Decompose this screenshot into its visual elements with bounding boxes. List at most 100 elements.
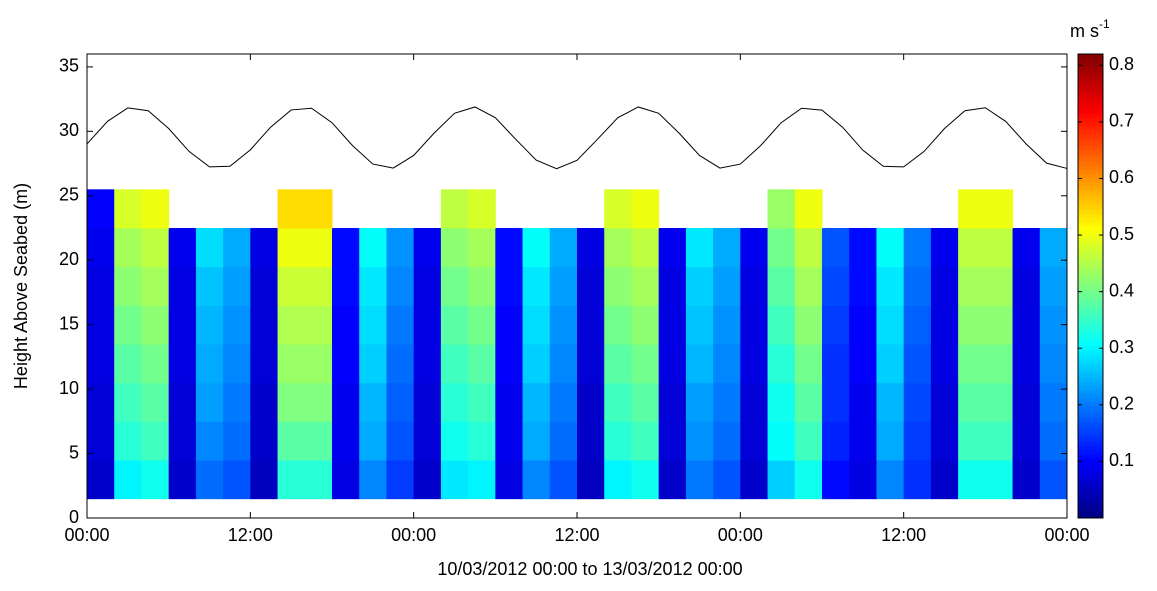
heatmap-cell <box>495 421 524 461</box>
heatmap-cell <box>713 228 741 268</box>
heatmap-cell <box>168 344 197 384</box>
heatmap-cell <box>87 228 115 268</box>
heatmap-cell <box>440 344 469 384</box>
heatmap-cell <box>903 382 932 422</box>
heatmap-cell <box>767 228 796 268</box>
colorbar-label: m s-1 <box>1070 17 1110 41</box>
heatmap-cell <box>740 382 769 422</box>
y-tick-label: 30 <box>59 120 79 140</box>
heatmap-cell <box>522 228 551 268</box>
colorbar-swatch <box>1078 514 1103 519</box>
colorbar-swatch <box>1078 430 1103 435</box>
colorbar-unit-exponent: -1 <box>1099 17 1110 31</box>
heatmap-cell <box>386 266 415 306</box>
heatmap-cell <box>277 460 306 500</box>
heatmap-cell <box>440 228 469 268</box>
colorbar-swatch <box>1078 350 1103 355</box>
colorbar-swatch <box>1078 158 1103 163</box>
heatmap-cell <box>195 305 224 345</box>
y-axis-label: Height Above Seabed (m) <box>11 183 31 389</box>
heatmap-cell <box>1012 305 1041 345</box>
heatmap-cell <box>250 266 279 306</box>
heatmap-cell <box>1039 421 1068 461</box>
heatmap-cell <box>794 460 823 500</box>
heatmap-cell <box>277 344 306 384</box>
heatmap-cell <box>549 382 578 422</box>
colorbar-swatch <box>1078 434 1103 439</box>
heatmap-cell <box>876 421 905 461</box>
heatmap-cell <box>87 460 115 500</box>
heatmap-cell <box>413 382 442 422</box>
heatmap-cell <box>985 228 1014 268</box>
colorbar-swatch <box>1078 310 1103 315</box>
heatmap-cell <box>332 344 360 384</box>
heatmap-cell <box>114 460 142 500</box>
colorbar-tick-label: 0.3 <box>1109 337 1134 357</box>
heatmap-cell <box>903 228 932 268</box>
heatmap-cell <box>958 344 986 384</box>
heatmap-cell <box>822 460 850 500</box>
heatmap-cell <box>304 421 333 461</box>
colorbar-swatch <box>1078 390 1103 395</box>
heatmap-cell <box>740 305 769 345</box>
heatmap-cell <box>250 305 279 345</box>
x-tick-label: 00:00 <box>1044 525 1089 545</box>
colorbar-swatch <box>1078 154 1103 159</box>
heatmap-cell <box>549 344 578 384</box>
heatmap-cell <box>740 266 769 306</box>
heatmap-cell <box>359 421 387 461</box>
heatmap-cell <box>631 228 660 268</box>
colorbar-swatch <box>1078 510 1103 515</box>
heatmap-cell <box>413 266 442 306</box>
heatmap-cell <box>359 266 387 306</box>
colorbar-swatch <box>1078 174 1103 179</box>
heatmap-cell <box>577 460 605 500</box>
heatmap-cell <box>740 421 769 461</box>
colorbar-swatch <box>1078 298 1103 303</box>
colorbar-swatch <box>1078 98 1103 103</box>
colorbar-swatch <box>1078 134 1103 139</box>
colorbar-swatch <box>1078 374 1103 379</box>
colorbar-swatch <box>1078 170 1103 175</box>
heatmap-cell <box>767 382 796 422</box>
heatmap-cell <box>250 421 279 461</box>
colorbar-swatch <box>1078 286 1103 291</box>
colorbar-swatch <box>1078 506 1103 511</box>
heatmap-cell <box>359 460 387 500</box>
heatmap-cell <box>223 266 251 306</box>
heatmap-cell <box>767 344 796 384</box>
colorbar-swatch <box>1078 494 1103 499</box>
colorbar-swatch <box>1078 206 1103 211</box>
heatmap-cell <box>195 460 224 500</box>
colorbar-swatch <box>1078 74 1103 79</box>
colorbar-swatch <box>1078 250 1103 255</box>
heatmap-cell <box>468 460 496 500</box>
heatmap-cell <box>685 460 714 500</box>
colorbar-swatch <box>1078 318 1103 323</box>
y-tick-label: 15 <box>59 313 79 333</box>
heatmap-cell <box>985 344 1014 384</box>
heatmap-cell <box>903 460 932 500</box>
colorbar-swatch <box>1078 82 1103 87</box>
colorbar-swatch <box>1078 62 1103 67</box>
colorbar-swatch <box>1078 426 1103 431</box>
heatmap-cell <box>658 228 687 268</box>
heatmap-cell <box>1039 460 1068 500</box>
heatmap-cell <box>304 228 333 268</box>
colorbar-swatch <box>1078 122 1103 127</box>
heatmap-cell <box>223 305 251 345</box>
colorbar-swatch <box>1078 202 1103 207</box>
heatmap-cell <box>685 305 714 345</box>
heatmap-cell <box>468 305 496 345</box>
colorbar-swatch <box>1078 402 1103 407</box>
heatmap-cell <box>958 305 986 345</box>
colorbar-swatch <box>1078 114 1103 119</box>
heatmap-cell <box>822 344 850 384</box>
heatmap-cell <box>794 228 823 268</box>
colorbar-swatch <box>1078 118 1103 123</box>
colorbar-swatch <box>1078 362 1103 367</box>
heatmap-cell <box>577 266 605 306</box>
elevation-line <box>86 106 1068 170</box>
x-tick-label: 12:00 <box>228 525 273 545</box>
